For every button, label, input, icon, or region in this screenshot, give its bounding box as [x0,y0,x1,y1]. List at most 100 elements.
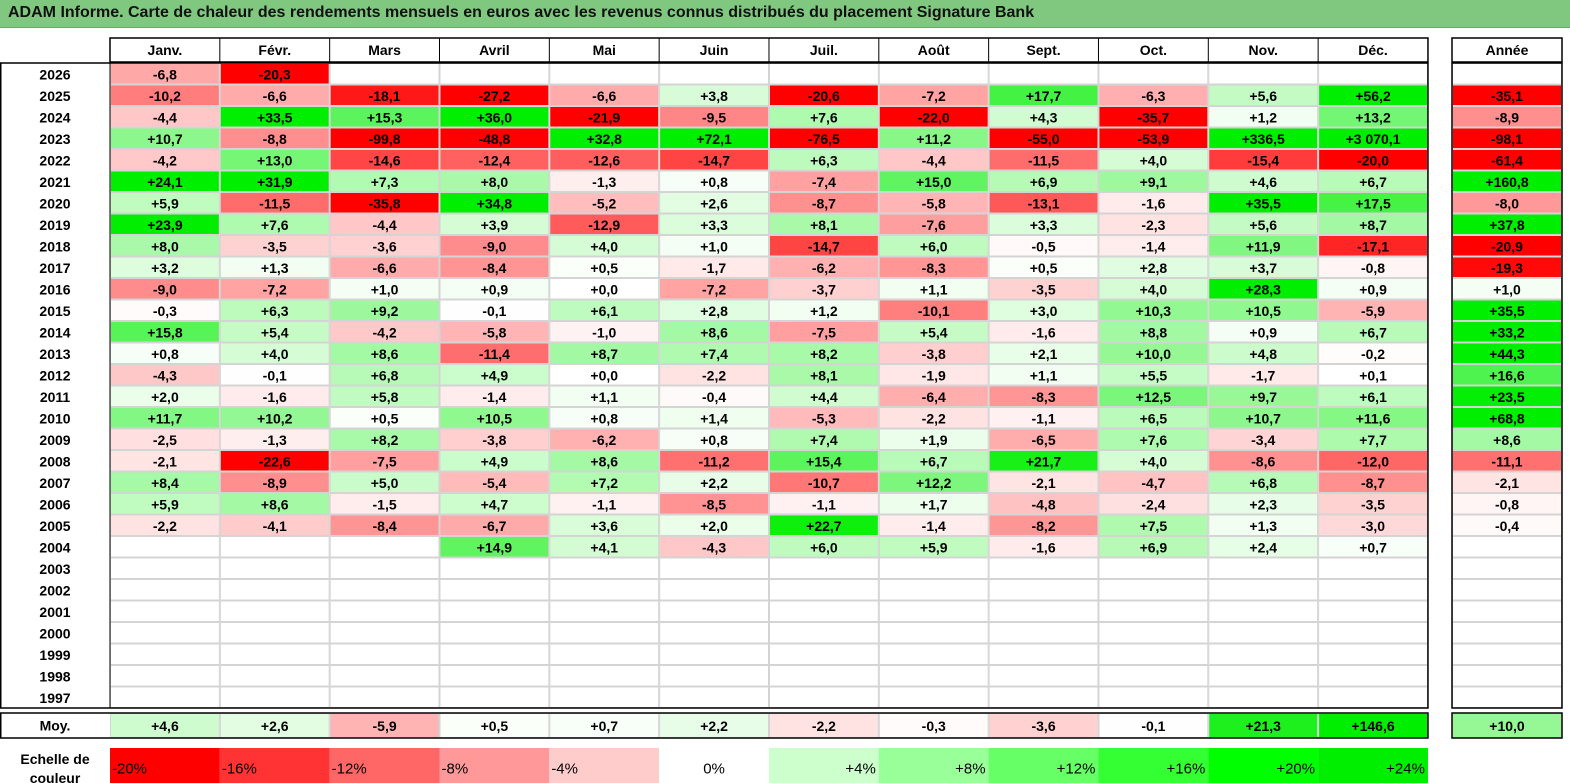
annual-cell-bg [1452,600,1562,622]
heat-cell-label: +1,1 [590,389,618,405]
heat-cell-bg [439,127,550,149]
heat-cell-bg [219,428,330,450]
heat-cell-label: -35,8 [369,195,401,211]
heat-cell-label: +8,2 [810,346,838,362]
heat-cell-label: +1,3 [261,260,289,276]
heat-cell-bg [988,192,1099,214]
heat-cell-bg [1098,514,1209,536]
heat-cell-bg [768,450,879,472]
heat-cell-bg [549,385,660,407]
heat-cell-label: -7,5 [812,324,836,340]
annual-cell-bg [1452,665,1562,687]
scale-label: +4% [845,761,875,778]
heat-cell-bg [768,364,879,386]
heat-cell-label: -4,3 [702,539,726,555]
heat-cell-label: +31,9 [257,174,293,190]
heat-cell-bg [1208,299,1319,321]
heat-cell-bg [988,63,1099,85]
heat-cell-bg [219,342,330,364]
heat-cell-bg [659,235,769,257]
heat-cell-bg [1098,235,1209,257]
avg-cell-label: -5,9 [373,718,397,734]
month-header-label: Nov. [1249,42,1278,58]
heat-cell-label: +3,3 [1030,217,1058,233]
heat-cell-bg [549,192,660,214]
heat-cell-bg [329,127,440,149]
heat-cell-bg [439,600,550,622]
heat-cell-label: +4,9 [481,453,509,469]
heat-cell-bg [219,385,330,407]
heat-cell-label: +8,4 [151,475,179,491]
heat-cell-label: +9,7 [1249,389,1277,405]
heat-cell-label: -1,1 [1031,410,1055,426]
heat-cell-label: +22,7 [806,518,842,534]
heat-cell-label: -8,9 [263,475,287,491]
heat-cell-label: +0,8 [151,346,179,362]
heat-cell-bg [439,536,550,558]
annual-cell-label: +160,8 [1485,174,1528,190]
heat-cell-bg [329,665,440,687]
heat-cell-label: -3,8 [482,432,506,448]
heat-cell-bg [768,536,879,558]
row-year-label: 2003 [39,561,70,577]
heat-cell-label: +3,7 [1249,260,1277,276]
heat-cell-bg [329,149,440,171]
heat-cell-bg [988,622,1099,644]
heat-cell-bg [878,127,989,149]
heat-cell-bg [329,213,440,235]
heat-cell-bg [988,127,1099,149]
heat-cell-bg [1098,127,1209,149]
heat-cell-label: -7,2 [922,88,946,104]
heat-cell-bg [988,665,1099,687]
heat-cell-label: -3,0 [1361,518,1385,534]
row-year-label: 2000 [39,625,70,641]
heat-cell-bg [439,579,550,601]
heat-cell-bg [659,192,769,214]
heat-cell-label: -8,6 [1251,453,1275,469]
heat-cell-bg [768,407,879,429]
heat-cell-bg [768,149,879,171]
heat-cell-label: +8,1 [810,217,838,233]
heat-cell-bg [219,622,330,644]
heat-cell-label: +34,8 [477,195,513,211]
heat-cell-label: +10,5 [477,410,513,426]
heat-cell-bg [988,321,1099,343]
scale-label: +12% [1057,761,1096,778]
heat-cell-bg [768,428,879,450]
annual-cell-label: +8,6 [1493,432,1521,448]
scale-swatch [219,748,330,783]
scale-swatch [1208,748,1319,783]
heat-cell-label: +6,9 [1140,539,1168,555]
heat-cell-label: +4,0 [590,238,618,254]
heat-cell-label: +0,5 [590,260,618,276]
heat-cell-label: +5,9 [920,539,948,555]
heat-cell-bg [1208,342,1319,364]
heat-cell-label: +6,1 [1359,389,1387,405]
heat-cell-bg [219,643,330,665]
heat-cell-bg [329,235,440,257]
heat-cell-bg [219,256,330,278]
heat-cell-label: +8,6 [371,346,399,362]
heat-cell-label: +6,7 [1359,174,1387,190]
heat-cell-bg [549,643,660,665]
heat-cell-label: +6,9 [1030,174,1058,190]
heat-cell-label: -6,8 [153,66,177,82]
heat-cell-label: +5,4 [261,324,289,340]
heat-cell-label: -55,0 [1028,131,1060,147]
heat-cell-label: -0,5 [1031,238,1055,254]
heat-cell-bg [768,600,879,622]
heat-cell-label: +17,5 [1355,195,1391,211]
avg-annual-cell-label: +10,0 [1489,718,1525,734]
heat-cell-label: -11,2 [698,453,729,469]
heat-cell-label: +7,5 [1140,518,1168,534]
heat-cell-bg [329,170,440,192]
heat-cell-bg [549,213,660,235]
heat-cell-label: +7,6 [1140,432,1168,448]
heat-cell-bg [219,213,330,235]
heat-cell-label: +1,1 [1030,367,1058,383]
heat-cell-label: +2,0 [151,389,179,405]
heat-cell-bg [549,342,660,364]
heat-cell-bg [1208,235,1319,257]
heat-cell-bg [1098,364,1209,386]
heat-cell-label: -27,2 [478,88,510,104]
